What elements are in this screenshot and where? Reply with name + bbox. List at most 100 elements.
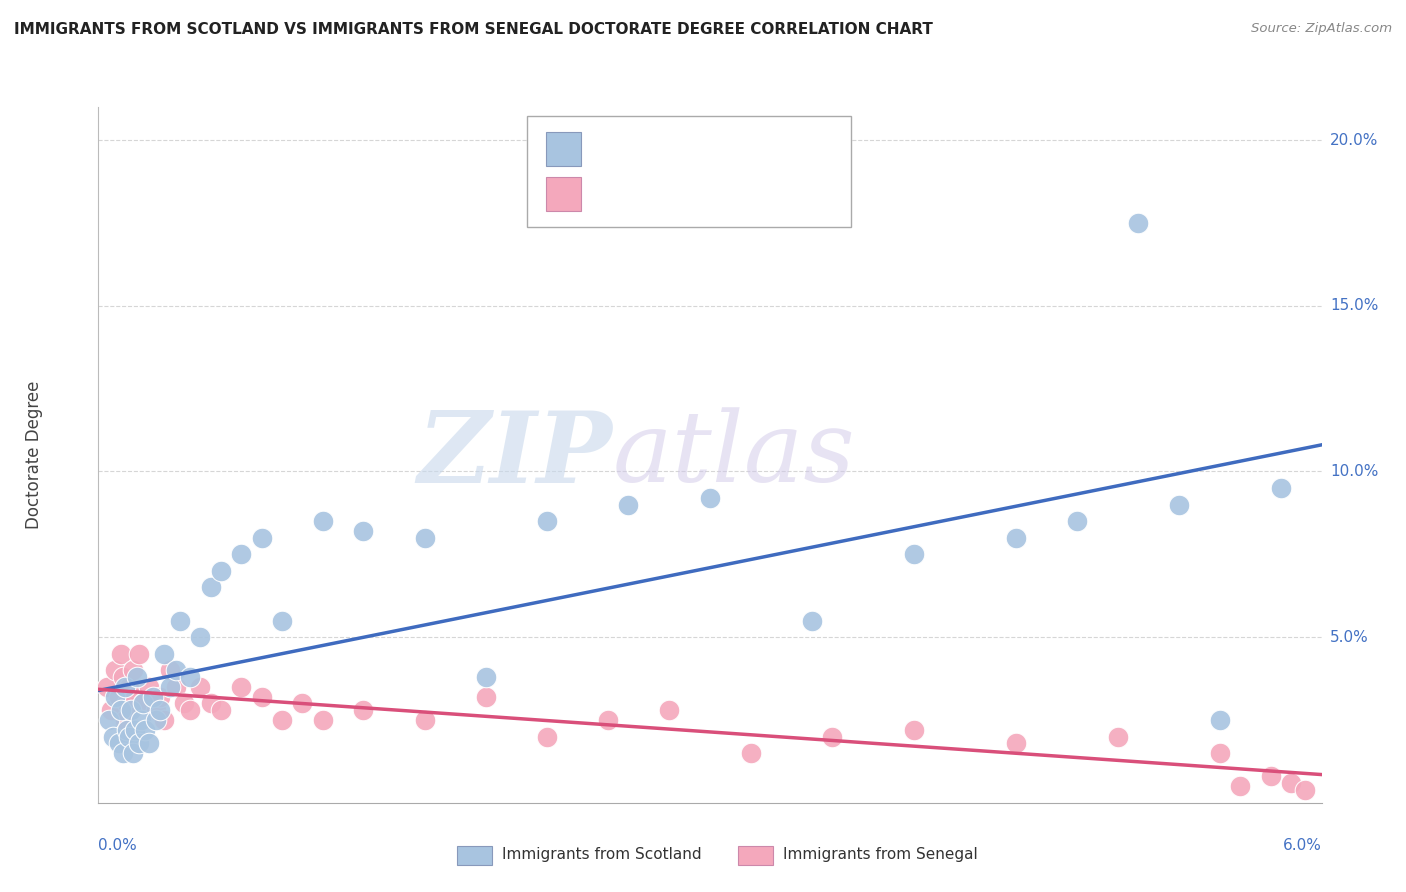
Point xyxy=(159,680,181,694)
Point xyxy=(142,690,165,704)
Point xyxy=(352,703,374,717)
Text: R =  0.508   N = 47: R = 0.508 N = 47 xyxy=(592,142,762,157)
Point xyxy=(596,713,619,727)
Point xyxy=(740,746,762,760)
Point xyxy=(101,730,124,744)
Point xyxy=(138,680,160,694)
Text: IMMIGRANTS FROM SCOTLAND VS IMMIGRANTS FROM SENEGAL DOCTORATE DEGREE CORRELATION: IMMIGRANTS FROM SCOTLAND VS IMMIGRANTS F… xyxy=(14,22,934,37)
Text: 20.0%: 20.0% xyxy=(1330,133,1378,148)
Text: Source: ZipAtlas.com: Source: ZipAtlas.com xyxy=(1251,22,1392,36)
Point xyxy=(179,670,201,684)
Point xyxy=(104,663,127,677)
Point xyxy=(108,736,131,750)
Point xyxy=(617,498,640,512)
Point xyxy=(134,723,156,737)
Point xyxy=(100,703,122,717)
Point xyxy=(165,663,187,677)
Point xyxy=(413,531,436,545)
Point xyxy=(129,713,152,727)
Text: 5.0%: 5.0% xyxy=(1330,630,1368,645)
Point xyxy=(1066,514,1088,528)
Point xyxy=(413,713,436,727)
Point xyxy=(250,531,273,545)
Point xyxy=(1126,216,1149,230)
Point xyxy=(128,736,150,750)
Point xyxy=(110,703,132,717)
Point xyxy=(821,730,844,744)
Point xyxy=(658,703,681,717)
Point xyxy=(97,713,120,727)
Point xyxy=(111,670,134,684)
Point xyxy=(120,703,142,717)
Point xyxy=(474,670,498,684)
Text: 0.0%: 0.0% xyxy=(98,838,138,853)
Point xyxy=(1229,779,1251,793)
Point xyxy=(311,713,335,727)
Point xyxy=(173,697,195,711)
Text: Immigrants from Senegal: Immigrants from Senegal xyxy=(783,847,979,862)
Point xyxy=(127,670,149,684)
Point xyxy=(311,514,335,528)
Point xyxy=(122,663,145,677)
Text: 15.0%: 15.0% xyxy=(1330,298,1378,313)
Point xyxy=(114,713,136,727)
Text: 10.0%: 10.0% xyxy=(1330,464,1378,479)
Point xyxy=(209,703,232,717)
Text: R = -0.271  N = 46: R = -0.271 N = 46 xyxy=(592,186,758,202)
Point xyxy=(115,723,138,737)
Point xyxy=(699,491,721,505)
Point xyxy=(132,697,155,711)
Point xyxy=(145,713,167,727)
Point xyxy=(111,746,134,760)
Point xyxy=(209,564,232,578)
Point xyxy=(1270,481,1292,495)
Point xyxy=(270,614,292,628)
Point xyxy=(291,697,314,711)
Point xyxy=(903,547,925,561)
Point xyxy=(474,690,498,704)
Point xyxy=(536,730,558,744)
Point xyxy=(104,690,127,704)
Point xyxy=(132,697,155,711)
Point xyxy=(1004,531,1026,545)
Point xyxy=(138,736,160,750)
Point xyxy=(165,680,187,694)
Point xyxy=(270,713,292,727)
Text: atlas: atlas xyxy=(612,408,855,502)
Point xyxy=(188,630,211,644)
Point xyxy=(1208,713,1230,727)
Point xyxy=(114,680,136,694)
Point xyxy=(169,614,191,628)
Point xyxy=(128,647,150,661)
Point xyxy=(110,647,132,661)
Point xyxy=(1208,746,1230,760)
Point xyxy=(124,723,146,737)
Point xyxy=(152,647,174,661)
Point xyxy=(352,524,374,538)
Point xyxy=(149,690,172,704)
Text: Immigrants from Scotland: Immigrants from Scotland xyxy=(502,847,702,862)
Point xyxy=(229,680,253,694)
Point xyxy=(122,746,145,760)
Point xyxy=(1260,769,1282,783)
Point xyxy=(96,680,118,694)
Text: ZIP: ZIP xyxy=(418,407,612,503)
Point xyxy=(903,723,925,737)
Point xyxy=(152,713,174,727)
Point xyxy=(118,730,141,744)
Point xyxy=(1294,782,1316,797)
Point xyxy=(120,703,142,717)
Point xyxy=(200,581,222,595)
Point xyxy=(801,614,824,628)
Point xyxy=(108,690,131,704)
Point xyxy=(229,547,253,561)
Point xyxy=(118,680,141,694)
Point xyxy=(1167,498,1189,512)
Text: 6.0%: 6.0% xyxy=(1282,838,1322,853)
Text: Doctorate Degree: Doctorate Degree xyxy=(25,381,44,529)
Point xyxy=(149,703,172,717)
Point xyxy=(1279,776,1302,790)
Point xyxy=(250,690,273,704)
Point xyxy=(536,514,558,528)
Point xyxy=(188,680,211,694)
